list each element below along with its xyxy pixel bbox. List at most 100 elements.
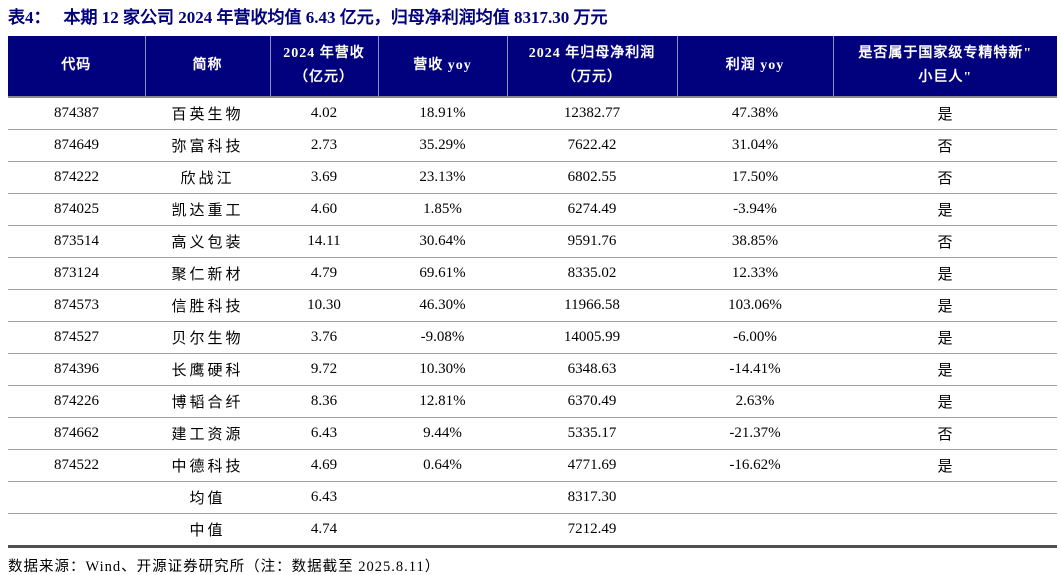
col-header-profit: 2024 年归母净利润 （万元） [506, 36, 677, 97]
cell-profit: 8317.30 [507, 481, 677, 514]
cell-code: 874025 [8, 193, 145, 226]
col-header-name: 简称 [144, 36, 270, 97]
cell-name: 博韬合纤 [145, 385, 270, 418]
cell-sme: 否 [833, 161, 1057, 194]
cell-code: 874649 [8, 129, 145, 162]
table-row: 874573 信胜科技 10.30 46.30% 11966.58 103.06% 是 [8, 289, 1057, 322]
cell-profit: 14005.99 [507, 321, 677, 354]
cell-name: 欣战江 [145, 161, 270, 194]
table-title-text: 本期 12 家公司 2024 年营收均值 6.43 亿元，归母净利润均值 831… [63, 8, 608, 27]
cell-revenue: 14.11 [270, 225, 378, 258]
cell-revenue: 3.69 [270, 161, 378, 194]
cell-sme: 否 [833, 129, 1057, 162]
cell-name: 贝尔生物 [145, 321, 270, 354]
cell-profit-yoy: 38.85% [677, 225, 833, 258]
cell-name: 高义包装 [145, 225, 270, 258]
cell-profit: 7212.49 [507, 513, 677, 548]
cell-name: 中德科技 [145, 449, 270, 482]
cell-code: 874573 [8, 289, 145, 322]
table-row: 874527 贝尔生物 3.76 -9.08% 14005.99 -6.00% 是 [8, 321, 1057, 354]
cell-profit-yoy: 31.04% [677, 129, 833, 162]
col-header-revenue-yoy: 营收 yoy [377, 36, 507, 97]
cell-revenue: 4.79 [270, 257, 378, 290]
cell-revenue: 6.43 [270, 417, 378, 450]
cell-profit-yoy: 47.38% [677, 97, 833, 130]
cell-revenue-yoy: 30.64% [378, 225, 507, 258]
col-header-sme: 是否属于国家级专精特新" 小巨人" [832, 36, 1057, 97]
cell-revenue: 3.76 [270, 321, 378, 354]
cell-revenue: 8.36 [270, 385, 378, 418]
cell-profit-yoy [677, 513, 833, 548]
cell-code: 874522 [8, 449, 145, 482]
cell-sme: 是 [833, 289, 1057, 322]
col-header-sme-line2: 小巨人" [918, 70, 973, 85]
companies-table: 代码 简称 2024 年营收 （亿元） 营收 yoy 2024 年归母净利润 （… [8, 36, 1057, 548]
summary-row: 均值 6.43 8317.30 [8, 481, 1057, 514]
header-row: 代码 简称 2024 年营收 （亿元） 营收 yoy 2024 年归母净利润 （… [8, 36, 1057, 97]
cell-sme: 是 [833, 353, 1057, 386]
cell-profit: 9591.76 [507, 225, 677, 258]
cell-profit-yoy: 103.06% [677, 289, 833, 322]
table-row: 874522 中德科技 4.69 0.64% 4771.69 -16.62% 是 [8, 449, 1057, 482]
cell-sme: 否 [833, 417, 1057, 450]
table-row: 874649 弥富科技 2.73 35.29% 7622.42 31.04% 否 [8, 129, 1057, 162]
cell-revenue-yoy: 1.85% [378, 193, 507, 226]
cell-sme: 是 [833, 449, 1057, 482]
cell-profit-yoy: -3.94% [677, 193, 833, 226]
col-header-profit-yoy: 利润 yoy [676, 36, 833, 97]
col-header-profit-line1: 2024 年归母净利润 [528, 45, 656, 61]
cell-revenue-yoy: 23.13% [378, 161, 507, 194]
table-row: 873514 高义包装 14.11 30.64% 9591.76 38.85% 否 [8, 225, 1057, 258]
col-header-sme-line1: 是否属于国家级专精特新" [858, 45, 1033, 61]
cell-sme: 是 [833, 257, 1057, 290]
cell-revenue-yoy: 0.64% [378, 449, 507, 482]
table-row: 874396 长鹰硬科 9.72 10.30% 6348.63 -14.41% 是 [8, 353, 1057, 386]
cell-profit-yoy: -14.41% [677, 353, 833, 386]
cell-sme: 否 [833, 225, 1057, 258]
summary-row: 中值 4.74 7212.49 [8, 513, 1057, 548]
table-title: 表4： 本期 12 家公司 2024 年营收均值 6.43 亿元，归母净利润均值 … [8, 7, 1061, 29]
cell-name: 中值 [145, 513, 270, 548]
cell-name: 凯达重工 [145, 193, 270, 226]
cell-profit: 5335.17 [507, 417, 677, 450]
table-row: 874025 凯达重工 4.60 1.85% 6274.49 -3.94% 是 [8, 193, 1057, 226]
cell-revenue: 4.02 [270, 97, 378, 130]
cell-code [8, 481, 145, 514]
cell-sme: 是 [833, 97, 1057, 130]
cell-sme: 是 [833, 193, 1057, 226]
cell-name: 长鹰硬科 [145, 353, 270, 386]
cell-profit: 6348.63 [507, 353, 677, 386]
col-header-revenue: 2024 年营收 （亿元） [269, 36, 378, 97]
cell-profit: 6802.55 [507, 161, 677, 194]
cell-profit-yoy: 12.33% [677, 257, 833, 290]
cell-profit: 4771.69 [507, 449, 677, 482]
table-row: 874387 百英生物 4.02 18.91% 12382.77 47.38% 是 [8, 97, 1057, 130]
table-row: 873124 聚仁新材 4.79 69.61% 8335.02 12.33% 是 [8, 257, 1057, 290]
cell-name: 弥富科技 [145, 129, 270, 162]
cell-code: 873514 [8, 225, 145, 258]
cell-code: 874662 [8, 417, 145, 450]
cell-profit-yoy: -6.00% [677, 321, 833, 354]
cell-revenue-yoy: 9.44% [378, 417, 507, 450]
cell-revenue-yoy: 35.29% [378, 129, 507, 162]
cell-code: 874226 [8, 385, 145, 418]
cell-profit-yoy: -21.37% [677, 417, 833, 450]
cell-revenue-yoy: -9.08% [378, 321, 507, 354]
cell-revenue: 10.30 [270, 289, 378, 322]
cell-revenue-yoy: 69.61% [378, 257, 507, 290]
cell-profit: 7622.42 [507, 129, 677, 162]
cell-revenue-yoy [378, 481, 507, 514]
cell-revenue: 4.74 [270, 513, 378, 548]
cell-revenue-yoy: 12.81% [378, 385, 507, 418]
cell-code [8, 513, 145, 548]
cell-revenue-yoy: 46.30% [378, 289, 507, 322]
cell-revenue: 4.69 [270, 449, 378, 482]
table-body: 874387 百英生物 4.02 18.91% 12382.77 47.38% 是 87464… [8, 97, 1057, 548]
cell-sme [833, 481, 1057, 514]
cell-code: 874396 [8, 353, 145, 386]
cell-revenue: 2.73 [270, 129, 378, 162]
col-header-profit-line2: （万元） [562, 70, 622, 85]
table-title-prefix: 表4： [8, 8, 51, 27]
col-header-code: 代码 [8, 36, 145, 97]
